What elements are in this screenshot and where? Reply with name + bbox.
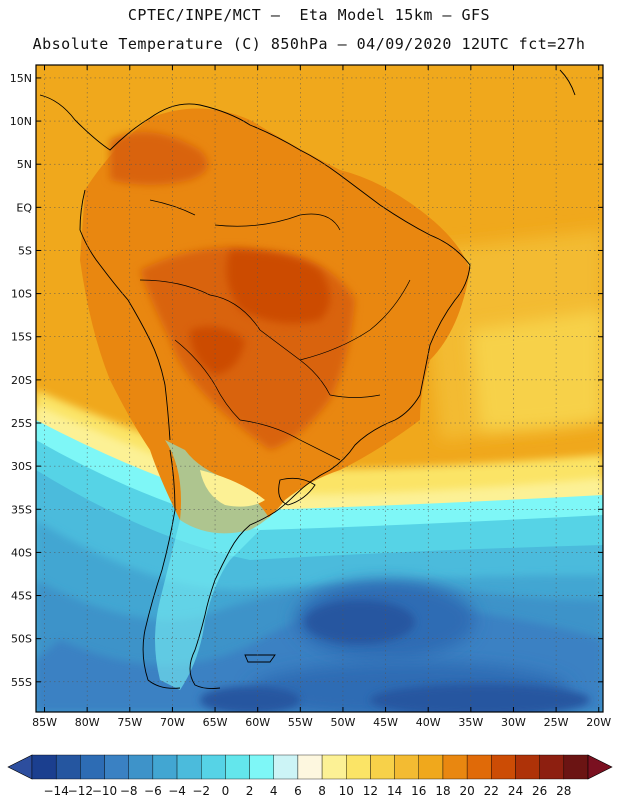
colorbar-label: 6: [294, 784, 302, 798]
colorbar-swatch: [55, 754, 81, 780]
lon-tick-label: 45W: [373, 716, 398, 729]
colorbar-swatch: [176, 754, 202, 780]
colorbar-swatch: [394, 754, 419, 780]
lat-tick-label: 30S: [11, 460, 32, 473]
coastline: [39, 69, 576, 690]
colorbar-high-arrow: [587, 754, 613, 780]
lat-tick-label: 40S: [11, 546, 32, 559]
map-title-line1: CPTEC/INPE/MCT – Eta Model 15km – GFS: [127, 6, 491, 24]
lat-tick-label: 50S: [11, 633, 32, 646]
colorbar-label: 10: [339, 784, 354, 798]
colorbar-label: −4: [168, 784, 186, 798]
colorbar-label: 22: [484, 784, 499, 798]
colorbar-label: 24: [508, 784, 523, 798]
colorbar-label: 20: [459, 784, 474, 798]
colorbar-swatch: [104, 754, 129, 780]
lat-tick-label: 45S: [11, 590, 32, 603]
lon-tick-label: 60W: [245, 716, 270, 729]
country-borders: [139, 199, 411, 461]
colorbar: −14−12−10 −8 −6 −4 −2 0 2 4 6 8 10 12 14 16 18 20 22 24 26…: [7, 754, 613, 798]
colorbar-label: −10: [92, 784, 117, 798]
lon-tick-label: 20W: [586, 716, 611, 729]
lat-tick-label: EQ: [16, 201, 32, 214]
lon-tick-label: 50W: [331, 716, 356, 729]
colorbar-label: −2: [192, 784, 210, 798]
colorbar-swatch: [273, 754, 299, 780]
colorbar-label: −12: [68, 784, 93, 798]
colorbar-swatch: [201, 754, 226, 780]
colorbar-label: −6: [144, 784, 162, 798]
lat-tick-label: 20S: [11, 374, 32, 387]
colorbar-label: 4: [270, 784, 278, 798]
colorbar-label: 2: [246, 784, 254, 798]
lon-tick-label: 30W: [501, 716, 526, 729]
lon-tick-label: 70W: [160, 716, 185, 729]
map-title-line2: Absolute Temperature (C) 850hPa – 04/09/…: [32, 35, 586, 53]
colorbar-swatch: [370, 754, 395, 780]
colorbar-swatch: [297, 754, 323, 780]
lon-tick-label: 75W: [117, 716, 142, 729]
lat-tick-label: 15N: [10, 72, 32, 85]
colorbar-label: 8: [318, 784, 326, 798]
colorbar-swatch: [128, 754, 154, 780]
colorbar-label: 12: [363, 784, 378, 798]
colorbar-label: −8: [120, 784, 138, 798]
colorbar-swatch: [225, 754, 250, 780]
lat-tick-label: 10N: [10, 115, 32, 128]
colorbar-low-arrow: [7, 754, 33, 780]
colorbar-swatch: [515, 754, 540, 780]
lat-tick-label: 10S: [11, 288, 32, 301]
lon-tick-label: 25W: [544, 716, 569, 729]
colorbar-swatch: [466, 754, 492, 780]
longitude-axis: 85W 80W 75W 70W 65W 60W 55W 50W 45W 40W 35W 30W 25W 2…: [32, 65, 611, 729]
colorbar-swatch: [152, 754, 178, 780]
colorbar-label: −14: [44, 784, 69, 798]
lon-tick-label: 80W: [75, 716, 100, 729]
colorbar-swatch: [321, 754, 347, 780]
lon-tick-label: 55W: [288, 716, 313, 729]
colorbar-label: 26: [532, 784, 547, 798]
lon-tick-label: 40W: [416, 716, 441, 729]
colorbar-swatch: [539, 754, 565, 780]
colorbar-label: 16: [411, 784, 426, 798]
colorbar-swatch: [491, 754, 516, 780]
graticule: [36, 65, 603, 712]
lat-tick-label: 5S: [18, 244, 32, 257]
colorbar-label: 28: [556, 784, 571, 798]
colorbar-swatch: [346, 754, 371, 780]
colorbar-swatch: [442, 754, 468, 780]
lon-tick-label: 65W: [203, 716, 228, 729]
lat-tick-label: 35S: [11, 503, 32, 516]
colorbar-swatch: [80, 754, 105, 780]
lat-tick-label: 15S: [11, 331, 32, 344]
map-frame: [35, 64, 604, 713]
colorbar-swatch: [31, 754, 57, 780]
colorbar-swatch: [563, 754, 589, 780]
colorbar-swatch: [249, 754, 274, 780]
lat-tick-label: 55S: [11, 676, 32, 689]
lon-tick-label: 35W: [458, 716, 483, 729]
lon-tick-label: 85W: [32, 716, 57, 729]
colorbar-label: 18: [435, 784, 450, 798]
lat-tick-label: 25S: [11, 417, 32, 430]
colorbar-label: 14: [387, 784, 402, 798]
lat-tick-label: 5N: [17, 158, 32, 171]
temperature-field: [36, 65, 603, 712]
colorbar-swatch: [418, 754, 444, 780]
latitude-axis: 15N 10N 5N EQ 5S 10S 15S 20S 25S 30S 35S 40S 45S 50S 5…: [10, 72, 603, 689]
colorbar-label: 0: [222, 784, 230, 798]
